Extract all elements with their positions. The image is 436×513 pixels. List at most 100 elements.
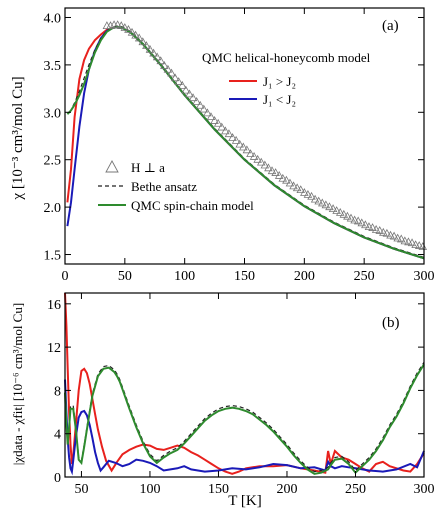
panel-a-series (66, 20, 428, 260)
data-point-triangle (343, 211, 352, 220)
data-point-triangle (282, 175, 291, 184)
y-tick-label: 3.0 (44, 106, 62, 121)
data-point-triangle (274, 170, 284, 179)
y-tick-label: 8 (54, 384, 61, 399)
data-point-triangle (335, 207, 345, 216)
data-point-triangle (152, 52, 162, 61)
data-point-triangle (278, 173, 288, 182)
data-point-triangle (127, 27, 137, 36)
data-point-triangle (239, 142, 248, 151)
data-point-triangle (318, 198, 327, 207)
x-tick-label: 250 (345, 482, 366, 497)
x-tick-label: 150 (208, 482, 229, 497)
x-tick-label: 0 (62, 269, 69, 284)
y-tick-label: 16 (47, 298, 61, 313)
data-point-triangle (185, 89, 194, 98)
legend-label: H ⊥ a (131, 160, 165, 175)
data-point-triangle (156, 56, 166, 65)
data-point-triangle (120, 23, 130, 31)
data-point-triangle (163, 64, 173, 73)
data-point-triangle (325, 202, 334, 211)
data-point-triangle (310, 194, 320, 203)
data-point-triangle (389, 231, 399, 240)
x-tick-label: 50 (118, 269, 132, 284)
data-point-triangle (300, 188, 309, 196)
data-point-triangle (353, 216, 363, 225)
data-point-triangle (393, 233, 402, 242)
panel-b-xlabel: T [K] (228, 493, 261, 509)
data-point-triangle (264, 163, 273, 172)
panel-a-legend: J₁ > J₂ J₁ < J₂ H ⊥ a Bethe ansatz QMC spin-… (98, 74, 296, 213)
legend-label: QMC spin-chain model (131, 198, 254, 213)
panel-b-frame (64, 292, 425, 478)
data-point-triangle (386, 230, 395, 239)
y-tick-label: 0 (54, 471, 61, 486)
data-point-triangle (106, 21, 115, 30)
data-point-triangle (206, 112, 216, 121)
data-point-triangle (242, 145, 252, 154)
data-point-triangle (292, 183, 302, 192)
data-point-triangle (350, 215, 359, 224)
data-point-triangle (418, 242, 428, 250)
x-tick-label: 300 (414, 269, 435, 284)
data-point-triangle (339, 209, 349, 218)
data-point-triangle (371, 225, 381, 233)
data-point-triangle (361, 220, 370, 229)
x-tick-label: 250 (354, 269, 375, 284)
x-tick-label: 200 (294, 269, 315, 284)
data-point-triangle (332, 206, 341, 214)
data-point-triangle (289, 181, 298, 190)
data-point-triangle (217, 122, 227, 131)
data-point-triangle (210, 115, 219, 124)
data-point-triangle (192, 97, 201, 105)
data-point-triangle (400, 236, 410, 245)
data-point-triangle (199, 104, 209, 113)
legend-swatch-triangle (105, 160, 119, 173)
panel-b-series (64, 292, 425, 476)
y-tick-label: 2.5 (44, 154, 62, 169)
series-line-j-j- (64, 379, 425, 476)
panel-b-label: (b) (382, 315, 400, 331)
data-point-triangle (407, 238, 417, 247)
data-point-triangle (177, 80, 187, 89)
panel-a-ylabel: χ [10⁻³ cm³/mol Cu] (10, 76, 26, 200)
data-point-triangle (134, 33, 144, 42)
x-tick-label: 100 (174, 269, 195, 284)
data-point-triangle (368, 223, 377, 231)
data-point-triangle (235, 139, 244, 148)
data-point-triangle (296, 185, 306, 194)
data-point-triangle (314, 196, 323, 205)
data-point-triangle (142, 41, 151, 49)
x-tick-label: 100 (139, 482, 160, 497)
data-point-triangle (188, 93, 198, 102)
data-point-triangle (160, 61, 169, 69)
x-tick-label: 300 (414, 482, 435, 497)
data-point-triangle (285, 178, 295, 187)
legend-label: J₁ < J₂ (263, 92, 296, 107)
data-point-triangle (138, 37, 148, 46)
data-point-triangle (414, 241, 424, 249)
data-point-triangle (307, 191, 316, 200)
data-point-triangle (249, 152, 259, 160)
data-point-triangle (213, 118, 223, 127)
y-tick-label: 12 (47, 341, 61, 356)
y-tick-label: 1.5 (44, 249, 62, 264)
data-point-triangle (170, 73, 180, 82)
data-point-triangle (174, 77, 183, 85)
data-point-triangle (357, 218, 367, 227)
data-point-triangle (167, 68, 176, 77)
y-tick-label: 4 (54, 428, 61, 443)
data-point-triangle (145, 44, 155, 53)
data-point-triangle (228, 133, 237, 141)
legend-label: Bethe ansatz (131, 179, 197, 194)
series-line-qmc-spin-chain-model (64, 363, 425, 475)
data-point-triangle (224, 129, 234, 138)
x-tick-label: 50 (74, 482, 88, 497)
data-point-triangle (149, 48, 158, 57)
data-point-triangle (379, 227, 388, 236)
series-line-j-j- (64, 292, 425, 475)
y-tick-label: 4.0 (44, 11, 62, 26)
x-tick-label: 200 (276, 482, 297, 497)
data-point-triangle (113, 20, 122, 29)
y-tick-label: 3.5 (44, 59, 62, 74)
